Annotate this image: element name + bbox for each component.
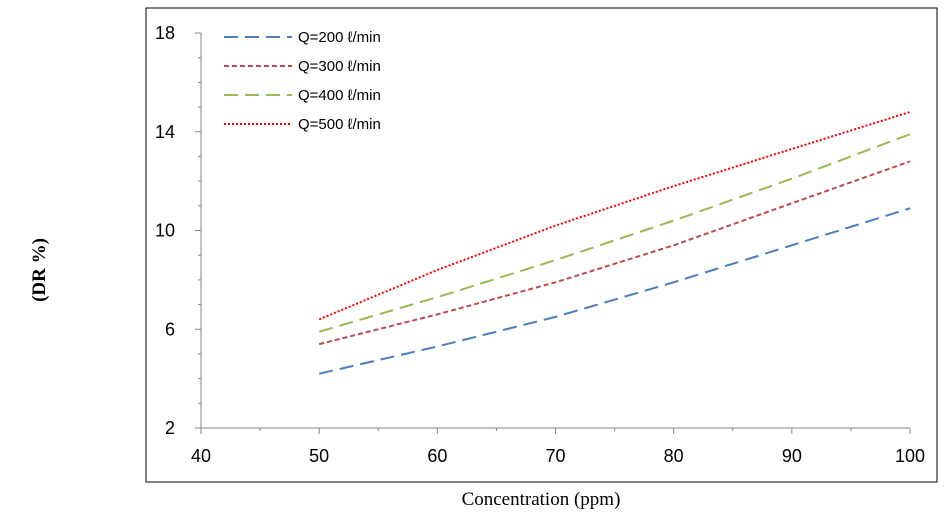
x-axis-title: Concentration (ppm) [462, 489, 621, 510]
series-line-1 [318, 207, 911, 375]
y-tick-label: 6 [165, 319, 175, 339]
legend-label-2: Q=300 ℓ/min [298, 58, 381, 75]
legend-label-3: Q=400 ℓ/min [298, 87, 381, 104]
x-tick-label: 50 [309, 446, 329, 466]
y-axis-title: (DR %) [29, 238, 50, 302]
series-group [318, 111, 911, 375]
y-axis: 2 6 10 14 18 [155, 23, 202, 438]
legend-label-1: Q=200 ℓ/min [298, 29, 381, 46]
y-tick-label: 18 [155, 23, 175, 43]
y-tick-label: 10 [155, 221, 175, 241]
x-tick-label: 70 [545, 446, 565, 466]
x-axis: 40 50 60 70 80 90 100 [191, 427, 925, 466]
series-line-4 [318, 111, 911, 321]
y-tick-label: 2 [165, 418, 175, 438]
x-tick-label: 100 [895, 446, 925, 466]
x-tick-label: 90 [782, 446, 802, 466]
chart-border [145, 7, 938, 483]
x-tick-label: 40 [191, 446, 211, 466]
legend: Q=200 ℓ/min Q=300 ℓ/min Q=400 ℓ/min Q=500 ℓ… [224, 29, 381, 133]
series-line-3 [318, 133, 911, 333]
x-tick-label: 60 [427, 446, 447, 466]
legend-label-4: Q=500 ℓ/min [298, 116, 381, 133]
y-tick-label: 14 [155, 122, 175, 142]
x-tick-label: 80 [664, 446, 684, 466]
series-line-2 [318, 160, 911, 346]
